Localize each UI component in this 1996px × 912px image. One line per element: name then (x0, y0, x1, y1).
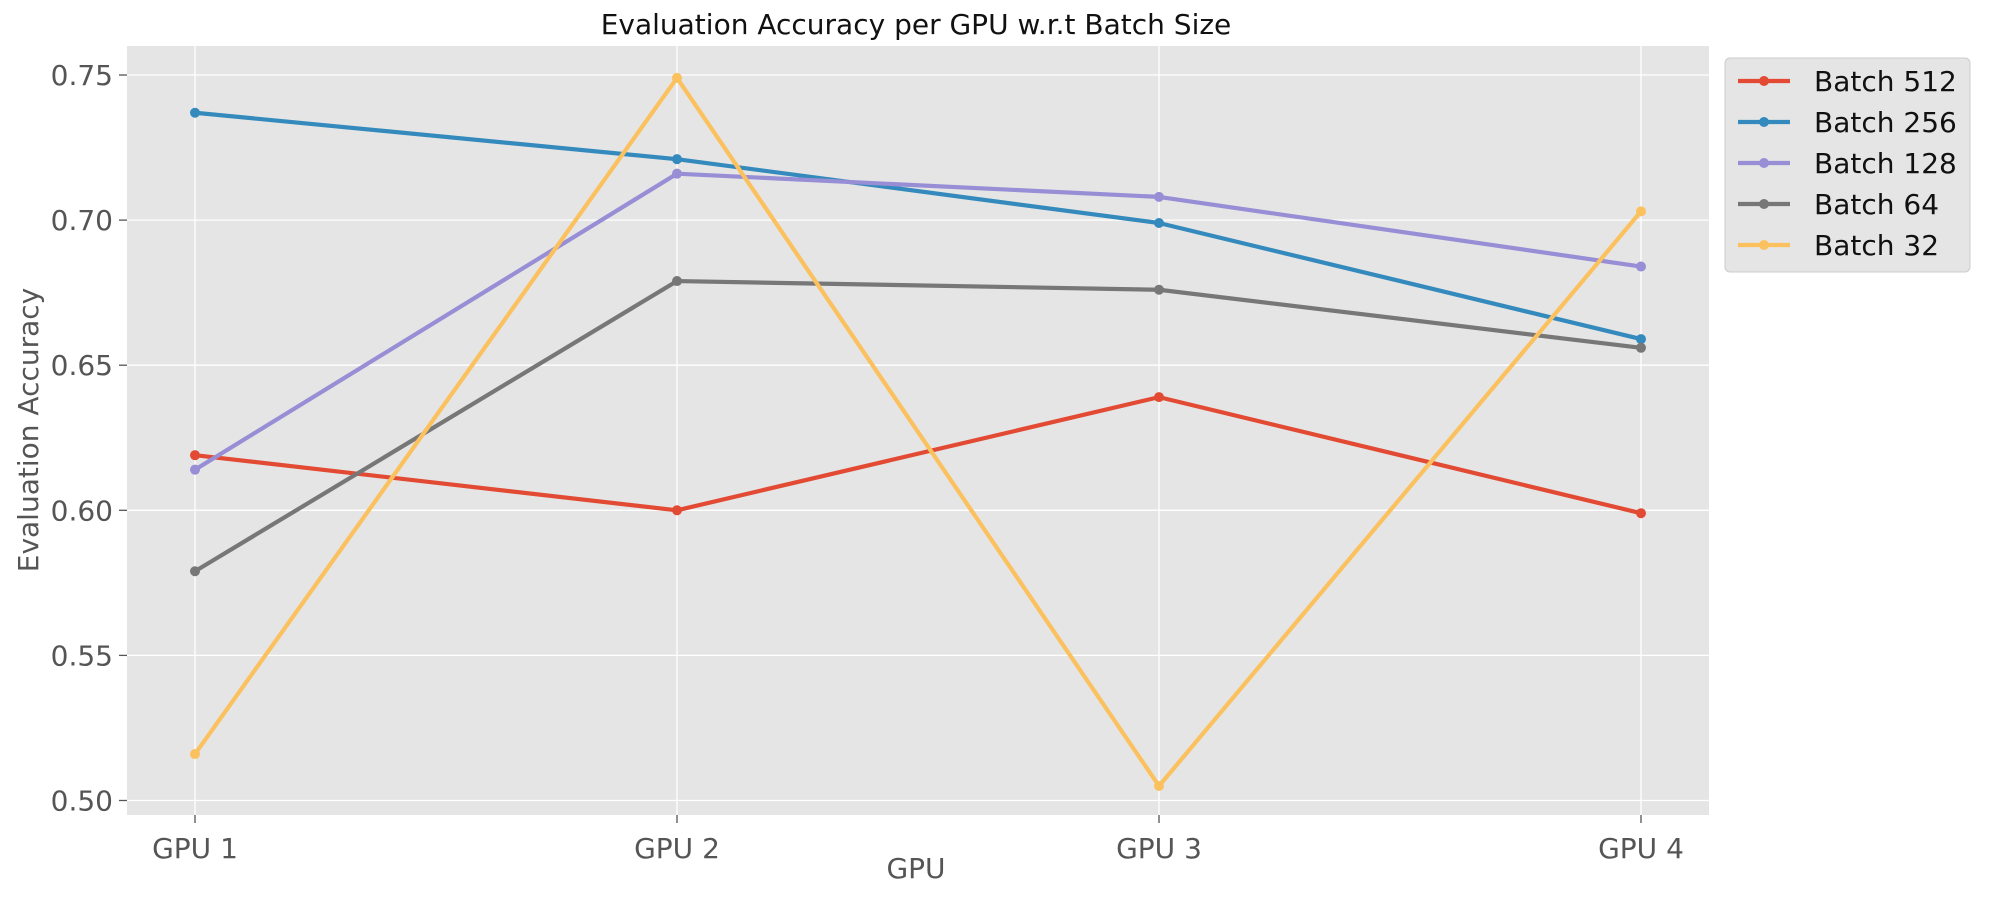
data-point (672, 154, 682, 165)
legend-swatch-marker (1759, 240, 1769, 250)
series-line (192, 110, 1644, 342)
legend-item: Batch 256 (1738, 106, 1957, 139)
series-batch-64 (190, 276, 1646, 577)
y-tick-label: 0.55 (51, 639, 113, 672)
y-axis: 0.50 0.55 0.60 0.65 0.70 0.75 (51, 59, 127, 817)
legend-item: Batch 64 (1738, 188, 1939, 221)
data-point (672, 168, 682, 179)
legend-item: Batch 512 (1738, 65, 1957, 98)
y-tick-label: 0.70 (51, 204, 113, 237)
data-point (190, 107, 200, 118)
data-point (1636, 508, 1646, 519)
x-tick-label: GPU 3 (1116, 832, 1202, 865)
legend-label: Batch 128 (1814, 147, 1957, 180)
x-tick-label: GPU 4 (1598, 832, 1684, 865)
data-point (672, 72, 682, 83)
legend-swatch-marker (1759, 158, 1769, 168)
data-point (672, 505, 682, 516)
series-line (192, 278, 1644, 574)
chart-title: Evaluation Accuracy per GPU w.r.t Batch … (601, 8, 1232, 41)
legend-label: Batch 256 (1814, 106, 1957, 139)
x-axis-label: GPU (886, 852, 945, 885)
data-point (190, 749, 200, 760)
y-axis-label: Evaluation Accuracy (12, 288, 45, 572)
data-point (190, 450, 200, 461)
series-batch-128 (190, 168, 1646, 475)
data-point (190, 566, 200, 577)
legend-item: Batch 128 (1738, 147, 1957, 180)
data-point (1636, 334, 1646, 345)
series-batch-256 (190, 107, 1646, 345)
series-line (192, 171, 1644, 472)
legend-box (1724, 57, 1971, 273)
y-tick-label: 0.50 (51, 784, 113, 817)
x-tick-label: GPU 2 (634, 832, 720, 865)
x-tick-label: GPU 1 (152, 832, 238, 865)
data-point (1154, 284, 1164, 295)
data-point (672, 276, 682, 287)
series-batch-32 (190, 72, 1646, 791)
legend-label: Batch 32 (1814, 229, 1939, 262)
series-group (190, 72, 1646, 791)
legend-label: Batch 512 (1814, 65, 1957, 98)
series-line (192, 395, 1644, 516)
data-point (1154, 392, 1164, 403)
y-tick-label: 0.75 (51, 59, 113, 92)
legend-swatch-marker (1759, 76, 1769, 86)
data-point (1636, 342, 1646, 353)
legend: Batch 512 Batch 256 Batch 128 Batch 64 Batch… (1724, 57, 1971, 273)
data-point (1154, 191, 1164, 202)
data-point (1154, 218, 1164, 229)
legend-swatch-marker (1759, 199, 1769, 209)
legend-item: Batch 32 (1738, 229, 1939, 262)
y-tick-label: 0.65 (51, 349, 113, 382)
legend-label: Batch 64 (1814, 188, 1939, 221)
legend-swatch-marker (1759, 117, 1769, 127)
x-axis: GPU 1 GPU 2 GPU 3 GPU 4 (152, 815, 1684, 865)
data-point (1636, 206, 1646, 217)
series-line (192, 75, 1644, 789)
series-batch-512 (190, 392, 1646, 519)
data-point (1636, 261, 1646, 272)
data-point (1154, 780, 1164, 791)
data-point (190, 464, 200, 475)
y-tick-label: 0.60 (51, 494, 113, 527)
